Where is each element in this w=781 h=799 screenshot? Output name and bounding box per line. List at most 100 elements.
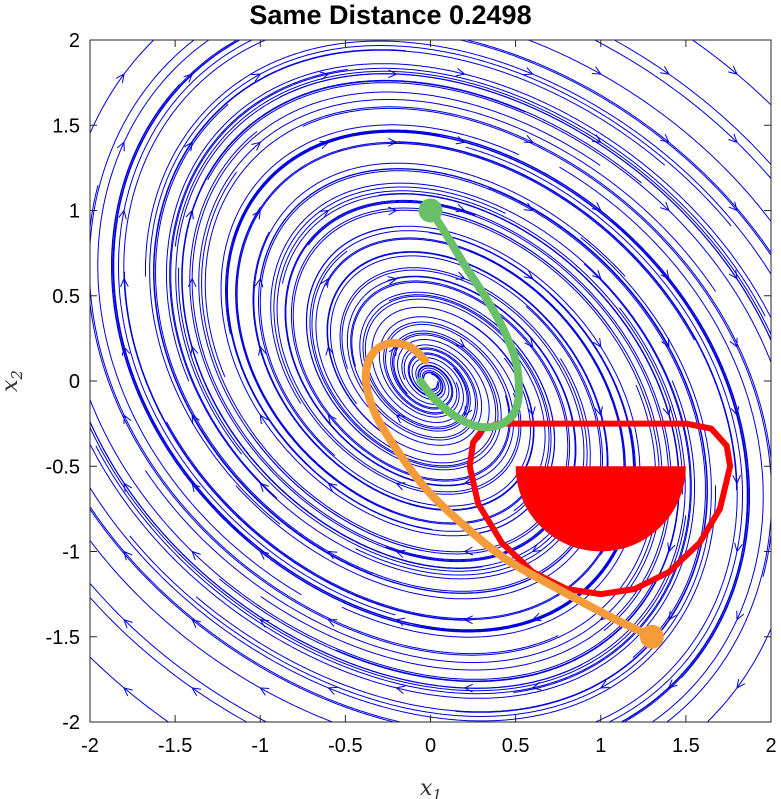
x-tick-label: -0.5 bbox=[328, 735, 362, 757]
streamline-arrow bbox=[523, 270, 534, 280]
streamline-arrow bbox=[728, 269, 738, 280]
y-axis-label: x2 bbox=[0, 370, 26, 392]
axis-ticks-group: -2 -1.5 -1 -0.5 0 0.5 1 1.5 2 -2 -1.5 -1 -0.5 0 0.5 1 1.… bbox=[46, 30, 777, 757]
streamline-arrow bbox=[659, 65, 670, 75]
streamline bbox=[195, 187, 708, 713]
streamline-arrow bbox=[594, 406, 603, 417]
streamline-arrow bbox=[455, 68, 466, 77]
streamline-arrow bbox=[728, 133, 738, 144]
streamline-arrow bbox=[734, 542, 743, 553]
streamline bbox=[691, 40, 771, 106]
streamline-arrow bbox=[387, 206, 398, 216]
streamline bbox=[90, 582, 268, 722]
streamline-arrow bbox=[531, 681, 542, 691]
streamline bbox=[145, 40, 771, 277]
streamline-arrow bbox=[123, 550, 133, 561]
streamline bbox=[559, 166, 764, 722]
streamline-arrow bbox=[191, 687, 202, 697]
streamline-arrow bbox=[395, 549, 406, 559]
streamline-arrow bbox=[730, 406, 740, 417]
streamline bbox=[613, 40, 771, 166]
orange-trajectory-start-marker bbox=[639, 624, 664, 649]
streamline-arrow bbox=[259, 414, 269, 425]
streamline bbox=[279, 73, 771, 342]
streamline-arrow bbox=[259, 550, 270, 560]
streamline-arrow bbox=[660, 269, 670, 280]
streamline-arrow bbox=[395, 685, 406, 694]
streamline-arrow bbox=[123, 414, 132, 425]
streamline bbox=[458, 40, 771, 257]
streamline-arrow bbox=[524, 337, 534, 348]
streamline-arrow bbox=[320, 277, 330, 288]
streamline-arrow bbox=[728, 201, 738, 212]
streamlines-group bbox=[90, 40, 771, 722]
streamline-arrow bbox=[388, 137, 398, 147]
streamline bbox=[706, 627, 771, 722]
streamline bbox=[90, 426, 687, 692]
streamline-arrow bbox=[523, 67, 534, 76]
streamline-arrow bbox=[258, 345, 267, 356]
unsafe-boundary bbox=[466, 420, 734, 598]
streamline-arrow bbox=[728, 65, 738, 75]
streamline-arrow bbox=[592, 337, 602, 348]
streamline-arrow bbox=[463, 615, 473, 625]
streamline bbox=[90, 485, 716, 722]
streamline-arrow bbox=[185, 209, 194, 220]
x-tick-label: 1.5 bbox=[672, 735, 700, 757]
x-tick-label: 0.5 bbox=[502, 735, 530, 757]
y-tick-label: -1 bbox=[62, 542, 80, 564]
streamline bbox=[464, 40, 771, 254]
y-tick-label: 1 bbox=[69, 201, 80, 223]
streamline bbox=[90, 505, 403, 722]
streamline-arrow bbox=[736, 610, 745, 621]
streamline-arrow bbox=[115, 73, 125, 83]
streamline-arrow bbox=[463, 477, 474, 486]
streamline bbox=[219, 193, 680, 683]
streamline bbox=[359, 291, 555, 536]
streamline-arrow bbox=[123, 618, 133, 629]
x-tick-label: 2 bbox=[765, 735, 776, 757]
y-tick-label: -2 bbox=[62, 712, 80, 734]
y-tick-label: 1.5 bbox=[52, 115, 80, 137]
streamline-arrow bbox=[732, 474, 741, 485]
streamline-arrow bbox=[387, 276, 398, 285]
streamline-arrow bbox=[523, 134, 534, 143]
streamline-arrow bbox=[527, 406, 536, 417]
streamline bbox=[207, 82, 771, 364]
streamline-arrow bbox=[116, 141, 125, 152]
streamline bbox=[90, 539, 335, 722]
streamline bbox=[390, 141, 738, 722]
y-tick-label: 2 bbox=[69, 30, 80, 52]
streamline bbox=[90, 40, 155, 135]
streamline-arrow bbox=[251, 141, 262, 151]
streamline bbox=[174, 70, 771, 336]
streamline bbox=[166, 63, 771, 382]
streamline-arrow bbox=[463, 546, 474, 556]
streamline-arrow bbox=[251, 73, 262, 82]
streamline-arrow bbox=[327, 686, 338, 695]
y-tick-label: 0 bbox=[69, 371, 80, 393]
streamline-arrow bbox=[190, 345, 199, 356]
streamline bbox=[175, 73, 771, 455]
streamline-arrow bbox=[327, 550, 338, 560]
streamline bbox=[90, 596, 248, 722]
streamline bbox=[118, 40, 396, 616]
unsafe-region-group bbox=[466, 420, 734, 598]
streamline bbox=[90, 380, 695, 699]
streamline-arrow bbox=[592, 270, 602, 280]
streamline-arrow bbox=[184, 141, 193, 152]
streamline bbox=[362, 295, 550, 512]
streamline-arrow bbox=[183, 73, 194, 83]
streamline-arrow bbox=[463, 683, 474, 693]
streamline-arrow bbox=[599, 680, 610, 689]
y-tick-label: -0.5 bbox=[46, 456, 80, 478]
streamline bbox=[311, 250, 499, 467]
x-tick-label: -1.5 bbox=[158, 735, 192, 757]
x-tick-label: -2 bbox=[81, 735, 99, 757]
streamline-arrow bbox=[191, 550, 201, 561]
streamline bbox=[285, 200, 515, 486]
streamline-arrow bbox=[259, 687, 270, 696]
streamline-arrow bbox=[123, 687, 133, 697]
streamline bbox=[90, 40, 559, 655]
